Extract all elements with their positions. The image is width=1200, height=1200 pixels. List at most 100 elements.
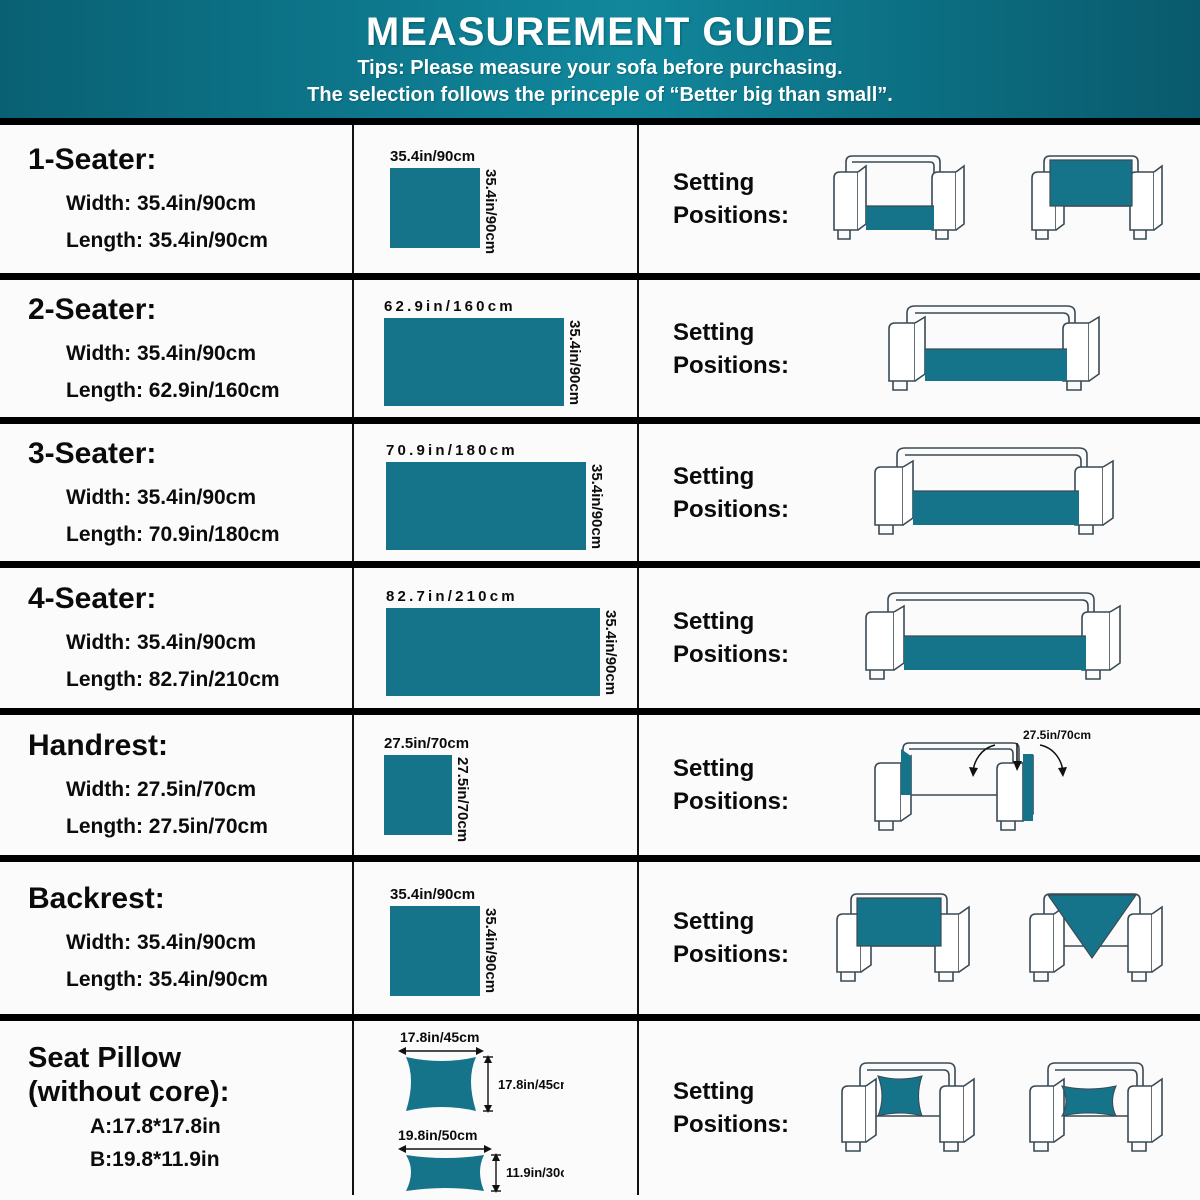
setting-positions-label: Setting Positions: [673,908,790,968]
row-swatch-cell: 17.8in/45cm 17.8in/45cm 19.8in/50cm [352,1021,637,1195]
row-setting-cell: Setting Positions: [637,424,1200,561]
pillow-a-shape: 17.8in/45cm [398,1047,564,1113]
table-row-1-seater: 1-Seater: Width: 35.4in/90cm Length: 35.… [0,125,1200,273]
row-setting-cell: Setting Positions: [637,862,1200,1014]
pillow-b-shape: 11.9in/30cm [398,1145,564,1193]
row-label-cell: 3-Seater: Width: 35.4in/90cm Length: 70.… [0,424,352,561]
row-swatch-cell: 70.9in/180cm 35.4in/90cm [352,424,637,561]
four-seater-sofa-illustration [864,592,1121,680]
length-value: Length: 62.9in/160cm [66,378,280,402]
row-setting-cell: Setting Positions: [637,1021,1200,1195]
fabric-swatch [386,608,600,696]
pillow-option-b: B:19.8*11.9in [90,1148,220,1171]
row-divider [0,708,1200,715]
row-setting-cell: Setting Positions: [637,125,1200,273]
two-seater-sofa-illustration [887,304,1100,391]
swatch-side-dimension: 35.4in/90cm [566,320,583,406]
swatch-side-dimension: 35.4in/90cm [482,169,499,255]
swatch-top-dimension: 35.4in/90cm [390,148,476,165]
category-title: Backrest: [28,882,165,915]
row-divider [0,273,1200,280]
row-setting-cell: Setting Positions: [637,715,1200,855]
armchair-square-pillow-illustration [840,1061,975,1152]
length-value: Length: 70.9in/180cm [66,522,280,546]
swatch-top-dimension: 35.4in/90cm [390,886,476,903]
category-title-line-1: Seat Pillow [28,1042,182,1074]
width-value: Width: 35.4in/90cm [66,485,257,509]
setting-positions-label: Setting Positions: [673,755,790,815]
pillow-b-top-dimension: 19.8in/50cm [398,1127,478,1143]
width-value: Width: 35.4in/90cm [66,631,257,654]
page-title: MEASUREMENT GUIDE [365,10,835,54]
armchair-handrest-cover-illustration: 27.5in/70cm [873,728,1091,831]
swatch-top-dimension: 62.9in/160cm [384,298,516,315]
category-title: 3-Seater: [28,436,157,470]
row-divider [0,561,1200,568]
category-title: Handrest: [28,729,169,762]
swatch-top-dimension: 70.9in/180cm [386,442,518,459]
row-divider [0,1014,1200,1021]
table-row-3-seater: 3-Seater: Width: 35.4in/90cm Length: 70.… [0,424,1200,561]
row-label-cell: Handrest: Width: 27.5in/70cm Length: 27.… [0,715,352,855]
table-row-2-seater: 2-Seater: Width: 35.4in/90cm Length: 62.… [0,280,1200,417]
setting-positions-label: Setting Positions: [673,169,790,229]
setting-positions-label: Setting Positions: [673,1078,790,1138]
width-value: Width: 27.5in/70cm [66,778,257,801]
width-value: Width: 35.4in/90cm [66,192,257,215]
row-divider [0,118,1200,125]
row-swatch-cell: 35.4in/90cm 35.4in/90cm [352,862,637,1014]
width-value: Width: 35.4in/90cm [66,341,257,365]
table-row-4-seater: 4-Seater: Width: 35.4in/90cm Length: 82.… [0,568,1200,708]
illustration-group: 27.5in/70cm [789,715,1200,855]
setting-positions-label: Setting Positions: [673,608,790,668]
length-value: Length: 27.5in/70cm [66,815,268,838]
handrest-annotation-label: 27.5in/70cm [1023,728,1091,742]
category-title: 1-Seater: [28,143,157,176]
setting-positions-label: Setting Positions: [673,462,790,523]
fabric-swatch [386,462,586,550]
illustration-group [789,862,1200,1014]
armchair-rect-pillow-illustration [1028,1061,1163,1152]
swatch-side-dimension: 35.4in/90cm [482,908,499,994]
category-title-line-2: (without core): [28,1076,230,1108]
header-tip-line-2: The selection follows the princeple of “… [307,84,893,106]
setting-positions-label: Setting Positions: [673,318,790,379]
row-setting-cell: Setting Positions: [637,280,1200,417]
fabric-swatch [384,755,452,835]
guide-header: MEASUREMENT GUIDE Tips: Please measure y… [0,0,1200,118]
armchair-seat-cover-illustration [832,155,965,240]
pillow-a-side-dimension: 17.8in/45cm [498,1077,564,1092]
swatch-side-dimension: 35.4in/90cm [602,610,619,696]
width-value: Width: 35.4in/90cm [66,931,257,954]
illustration-group [789,125,1200,273]
illustration-group [789,424,1200,561]
armchair-backrest-flat-illustration [835,893,970,982]
row-label-cell: Seat Pillow (without core): A:17.8*17.8i… [0,1021,352,1195]
length-value: Length: 35.4in/90cm [66,968,268,991]
category-title: 4-Seater: [28,582,157,615]
three-seater-sofa-illustration [873,446,1114,535]
armchair-backrest-cover-illustration [1030,155,1163,240]
armchair-backrest-draped-illustration [1028,893,1163,982]
pillow-option-a: A:17.8*17.8in [90,1115,221,1138]
swatch-side-dimension: 35.4in/90cm [588,464,605,550]
fabric-swatch [390,906,480,996]
row-swatch-cell: 35.4in/90cm 35.4in/90cm [352,125,637,273]
illustration-group [789,1021,1200,1195]
row-label-cell: Backrest: Width: 35.4in/90cm Length: 35.… [0,862,352,1014]
length-value: Length: 35.4in/90cm [66,229,268,252]
pillow-b-side-dimension: 11.9in/30cm [506,1165,564,1180]
table-row-backrest: Backrest: Width: 35.4in/90cm Length: 35.… [0,862,1200,1014]
header-tip-line-1: Tips: Please measure your sofa before pu… [357,57,843,79]
fabric-swatch [384,318,564,406]
table-row-seat-pillow: Seat Pillow (without core): A:17.8*17.8i… [0,1021,1200,1195]
row-swatch-cell: 27.5in/70cm 27.5in/70cm [352,715,637,855]
row-divider [0,855,1200,862]
illustration-group [789,568,1200,708]
table-row-handrest: Handrest: Width: 27.5in/70cm Length: 27.… [0,715,1200,855]
length-value: Length: 82.7in/210cm [66,668,280,691]
pillow-a-height-arrow [483,1056,493,1112]
swatch-top-dimension: 27.5in/70cm [384,735,470,752]
row-label-cell: 2-Seater: Width: 35.4in/90cm Length: 62.… [0,280,352,417]
